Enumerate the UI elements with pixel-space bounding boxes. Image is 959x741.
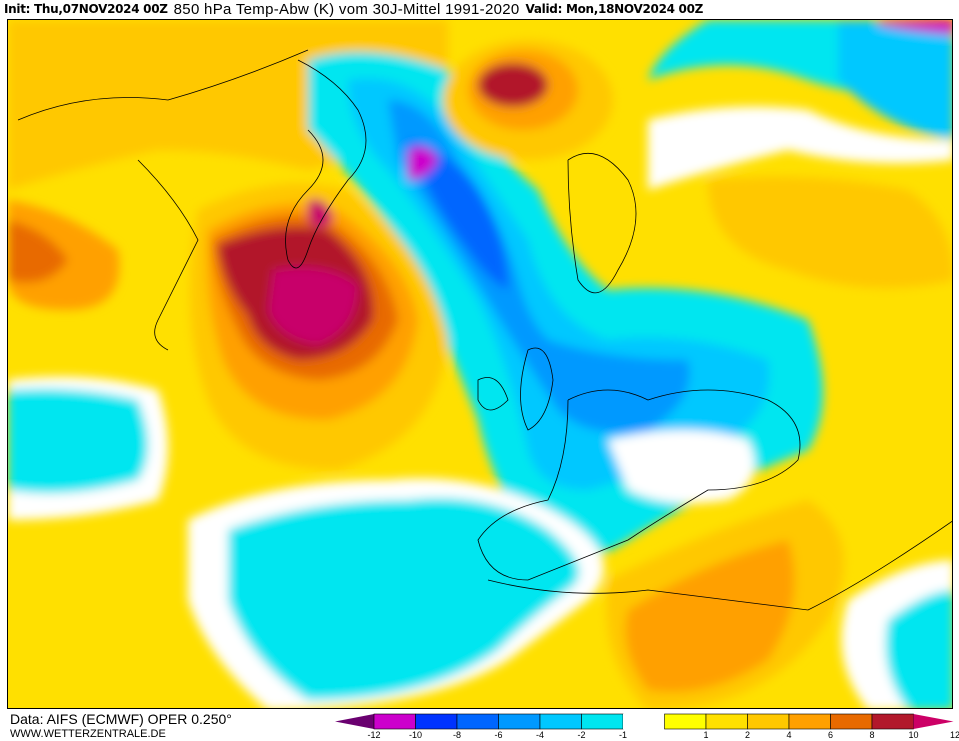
color-legend (335, 713, 954, 730)
anomaly-map (7, 19, 953, 709)
anomaly-field (8, 20, 952, 708)
legend-tick-label: 4 (786, 730, 792, 740)
map-header: Init: Thu,07NOV2024 00Z 850 hPa Temp-Abw… (4, 0, 954, 19)
legend-swatch (788, 713, 831, 730)
legend-tick-label: -2 (577, 730, 586, 740)
legend-swatch (623, 714, 665, 729)
legend-swatch (747, 713, 790, 730)
init-time: Init: Thu,07NOV2024 00Z (4, 2, 168, 16)
legend-arrow-min (335, 714, 374, 729)
legend-swatch (373, 713, 416, 730)
coastlines (17, 49, 952, 611)
legend-tick-label: -4 (535, 730, 545, 740)
legend-arrow-max (913, 714, 954, 729)
legend-tick-label: 12 (949, 730, 959, 740)
legend-swatch (581, 713, 624, 730)
data-source: Data: AIFS (ECMWF) OPER 0.250° (10, 711, 232, 727)
legend-swatch (456, 713, 499, 730)
legend-tick-label: 6 (827, 730, 834, 740)
legend-tick-label: -10 (408, 730, 423, 740)
valid-time: Valid: Mon,18NOV2024 00Z (525, 2, 704, 16)
website: WWW.WETTERZENTRALE.DE (10, 728, 166, 740)
legend-tick-label: -6 (494, 730, 503, 740)
legend-tick-label: -12 (367, 730, 381, 740)
legend-tick-label: 10 (908, 730, 919, 740)
legend-tick-label: 1 (703, 730, 709, 740)
legend-swatch (830, 713, 873, 730)
legend-swatch (498, 713, 541, 730)
legend-swatch (539, 713, 582, 730)
legend-swatch (705, 713, 748, 730)
legend-swatch (871, 713, 914, 730)
legend-tick-label: 2 (744, 730, 751, 740)
legend-swatch (664, 713, 707, 730)
legend-tick-label: 8 (869, 730, 875, 740)
legend-swatch (415, 713, 458, 730)
legend-tick-label: -1 (618, 730, 628, 740)
legend-tick-label: -8 (452, 730, 462, 740)
map-title: 850 hPa Temp-Abw (K) vom 30J-Mittel 1991… (173, 1, 520, 18)
